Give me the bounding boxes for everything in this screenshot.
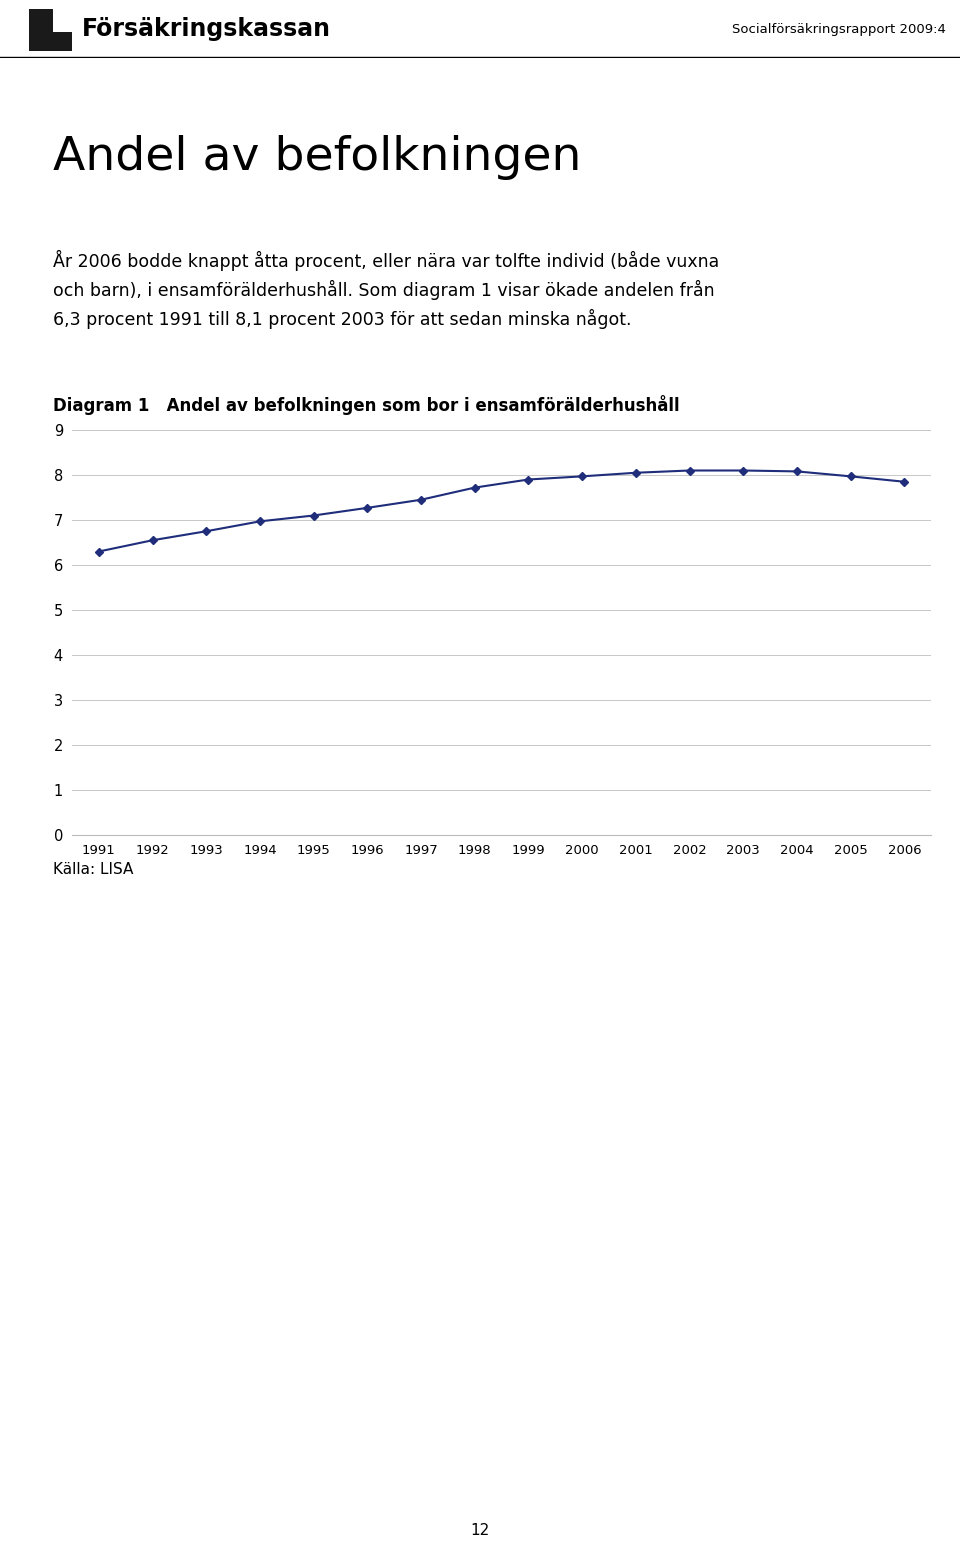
Text: 12: 12	[470, 1524, 490, 1538]
Bar	[29, 9, 72, 33]
Bar	[29, 9, 53, 33]
Text: Andel av befolkningen: Andel av befolkningen	[53, 134, 581, 179]
Bar	[29, 9, 72, 51]
Text: Källa: LISA: Källa: LISA	[53, 862, 133, 877]
Text: Diagram 1   Andel av befolkningen som bor i ensamförälderhushåll: Diagram 1 Andel av befolkningen som bor …	[53, 396, 680, 414]
Text: År 2006 bodde knappt åtta procent, eller nära var tolfte individ (både vuxna
och: År 2006 bodde knappt åtta procent, eller…	[53, 249, 719, 329]
Text: Socialförsäkringsrapport 2009:4: Socialförsäkringsrapport 2009:4	[732, 22, 946, 36]
Text: Försäkringskassan: Försäkringskassan	[82, 17, 330, 41]
